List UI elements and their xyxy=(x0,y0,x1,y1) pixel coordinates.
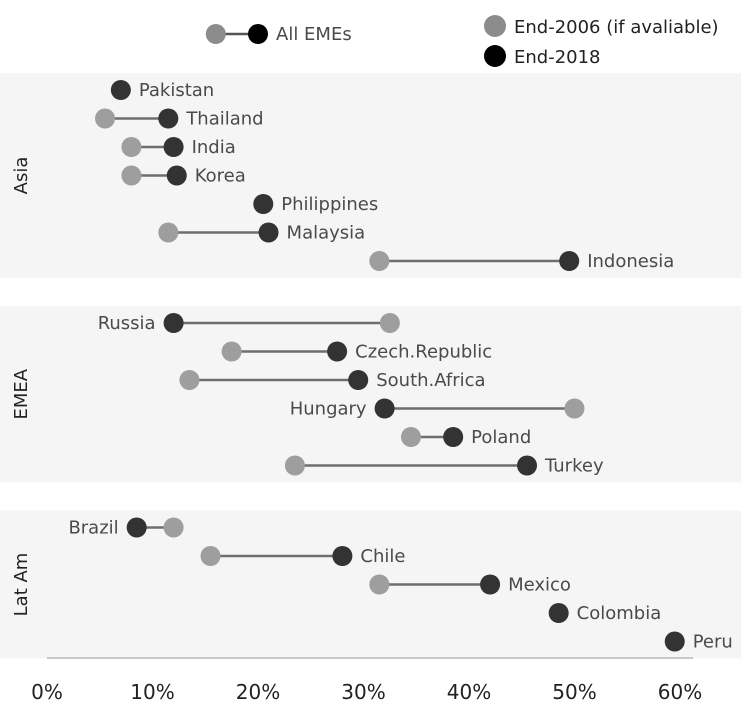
row-india: India xyxy=(121,137,236,158)
point-end-pakistan xyxy=(110,80,131,100)
data-marks: All EMEs Pakistan Thailand India Korea Philip… xyxy=(68,24,733,653)
point-start-hungary xyxy=(564,398,585,419)
legend-marker-end-2018 xyxy=(484,45,506,67)
point-end-colombia xyxy=(548,603,569,623)
point-start-czech-republic xyxy=(221,341,242,362)
band-emea xyxy=(0,306,741,483)
row-brazil: Brazil xyxy=(68,517,184,539)
point-start-malaysia xyxy=(158,222,179,243)
row-mexico: Mexico xyxy=(369,574,571,596)
point-end-russia xyxy=(163,313,184,333)
group-bands: Asia EMEA Lat Am xyxy=(0,73,741,659)
point-start-turkey xyxy=(284,455,305,476)
label-poland: Poland xyxy=(471,427,531,448)
point-start-mexico xyxy=(369,574,390,595)
row-south-africa: South.Africa xyxy=(179,370,486,391)
label-malaysia: Malaysia xyxy=(287,223,366,244)
row-all-emes: All EMEs xyxy=(205,24,352,45)
legend: End-2006 (if avaliable) End-2018 xyxy=(484,15,719,68)
point-end-thailand xyxy=(158,108,179,129)
group-label-asia: Asia xyxy=(11,157,32,195)
point-start-poland xyxy=(400,427,421,447)
legend-label-end-2018: End-2018 xyxy=(514,47,601,68)
point-start-india xyxy=(121,137,142,157)
row-peru: Peru xyxy=(664,631,733,653)
label-mexico: Mexico xyxy=(508,575,571,596)
point-end-all-emes xyxy=(248,24,268,44)
legend-marker-end-2006 xyxy=(484,15,506,37)
row-thailand: Thailand xyxy=(95,108,264,130)
label-thailand: Thailand xyxy=(185,109,263,130)
x-tick-label-30pct: 30% xyxy=(341,680,385,704)
point-start-chile xyxy=(200,546,221,566)
point-start-south-africa xyxy=(179,370,200,390)
row-pakistan: Pakistan xyxy=(110,80,214,101)
label-turkey: Turkey xyxy=(544,456,604,477)
point-start-all-emes xyxy=(205,24,226,44)
point-end-poland xyxy=(443,427,464,447)
label-chile: Chile xyxy=(360,546,405,567)
point-start-indonesia xyxy=(369,251,390,271)
label-peru: Peru xyxy=(693,632,733,653)
point-end-korea xyxy=(166,165,187,186)
label-korea: Korea xyxy=(195,166,246,187)
x-tick-label-50pct: 50% xyxy=(552,680,596,704)
point-start-brazil xyxy=(163,517,184,538)
row-indonesia: Indonesia xyxy=(369,251,674,272)
row-philippines: Philippines xyxy=(253,194,378,215)
point-end-chile xyxy=(332,546,353,566)
point-end-hungary xyxy=(374,398,395,419)
x-tick-label-40pct: 40% xyxy=(447,680,491,704)
label-india: India xyxy=(192,137,236,158)
point-start-russia xyxy=(379,313,400,333)
row-colombia: Colombia xyxy=(548,603,662,624)
label-all-emes: All EMEs xyxy=(276,24,352,45)
point-end-south-africa xyxy=(348,370,369,390)
point-end-peru xyxy=(664,631,685,652)
x-axis-ticks: 0% 10% 20% 30% 40% 50% 60% xyxy=(31,680,702,704)
label-czech-republic: Czech.Republic xyxy=(355,342,492,363)
point-end-mexico xyxy=(480,574,501,595)
label-pakistan: Pakistan xyxy=(139,80,214,101)
x-tick-label-10pct: 10% xyxy=(130,680,174,704)
legend-label-end-2006: End-2006 (if avaliable) xyxy=(514,17,719,38)
row-czech-republic: Czech.Republic xyxy=(221,341,492,363)
label-indonesia: Indonesia xyxy=(587,251,674,272)
point-end-indonesia xyxy=(559,251,580,271)
band-asia xyxy=(0,73,741,278)
label-brazil: Brazil xyxy=(68,518,118,539)
x-tick-label-20pct: 20% xyxy=(236,680,280,704)
point-end-philippines xyxy=(253,194,274,214)
row-korea: Korea xyxy=(121,165,246,187)
point-end-czech-republic xyxy=(327,341,348,362)
point-end-turkey xyxy=(517,455,538,476)
x-tick-label-0pct: 0% xyxy=(31,680,63,704)
x-tick-label-60pct: 60% xyxy=(658,680,702,704)
row-poland: Poland xyxy=(400,427,531,448)
label-philippines: Philippines xyxy=(281,194,378,215)
point-end-india xyxy=(163,137,184,157)
row-hungary: Hungary xyxy=(290,398,585,420)
group-label-emea: EMEA xyxy=(11,368,32,419)
label-russia: Russia xyxy=(98,313,156,334)
label-hungary: Hungary xyxy=(290,399,367,420)
point-end-brazil xyxy=(126,517,147,538)
row-chile: Chile xyxy=(200,546,405,567)
point-start-thailand xyxy=(95,108,116,129)
group-label-lat-am: Lat Am xyxy=(11,553,32,617)
row-turkey: Turkey xyxy=(284,455,604,477)
label-colombia: Colombia xyxy=(577,603,662,624)
row-malaysia: Malaysia xyxy=(158,222,366,244)
point-end-malaysia xyxy=(258,222,279,243)
row-russia: Russia xyxy=(98,313,400,334)
point-start-korea xyxy=(121,165,142,186)
label-south-africa: South.Africa xyxy=(376,370,485,391)
